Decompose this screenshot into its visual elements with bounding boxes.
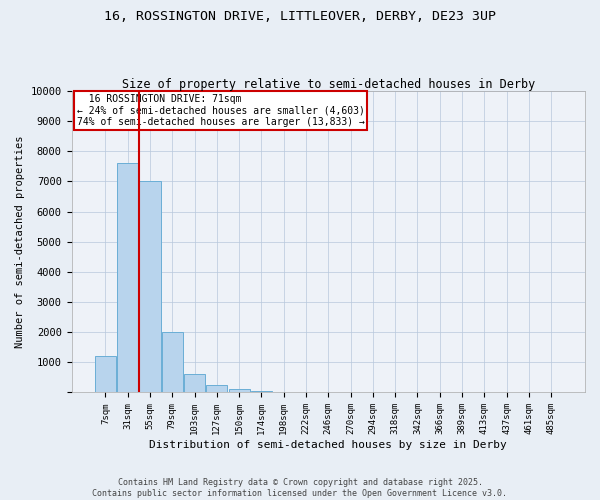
Bar: [95, 356, 116, 392]
Bar: [206, 385, 227, 392]
Bar: [251, 391, 272, 392]
Bar: [162, 332, 183, 392]
Text: 16 ROSSINGTON DRIVE: 71sqm
← 24% of semi-detached houses are smaller (4,603)
74%: 16 ROSSINGTON DRIVE: 71sqm ← 24% of semi…: [77, 94, 365, 127]
Bar: [229, 390, 250, 392]
Bar: [139, 182, 161, 392]
X-axis label: Distribution of semi-detached houses by size in Derby: Distribution of semi-detached houses by …: [149, 440, 507, 450]
Title: Size of property relative to semi-detached houses in Derby: Size of property relative to semi-detach…: [122, 78, 535, 91]
Bar: [117, 164, 139, 392]
Y-axis label: Number of semi-detached properties: Number of semi-detached properties: [15, 136, 25, 348]
Text: 16, ROSSINGTON DRIVE, LITTLEOVER, DERBY, DE23 3UP: 16, ROSSINGTON DRIVE, LITTLEOVER, DERBY,…: [104, 10, 496, 23]
Bar: [184, 374, 205, 392]
Text: Contains HM Land Registry data © Crown copyright and database right 2025.
Contai: Contains HM Land Registry data © Crown c…: [92, 478, 508, 498]
